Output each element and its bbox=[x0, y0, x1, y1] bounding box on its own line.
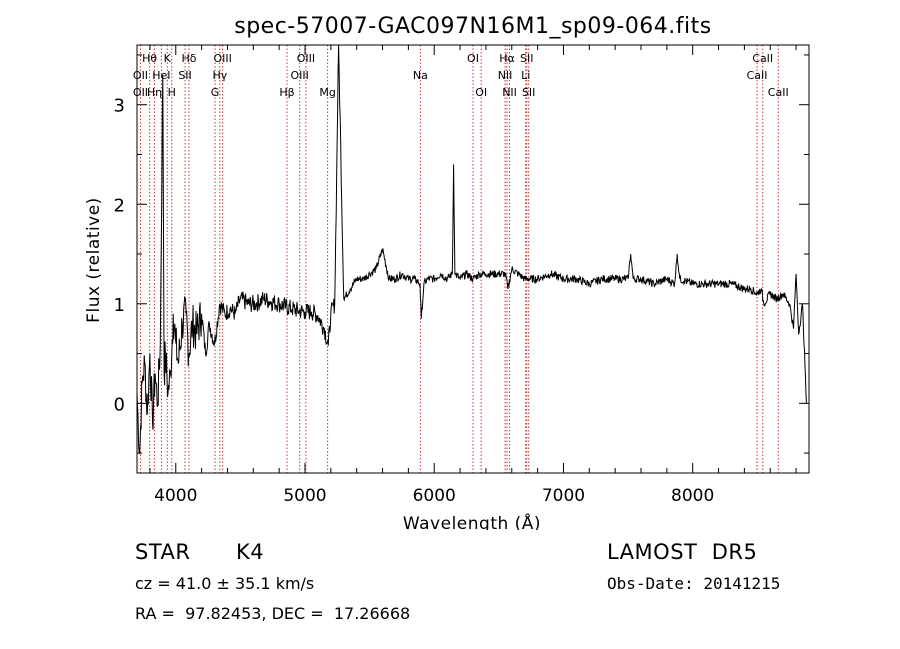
x-tick-label: 7000 bbox=[542, 486, 585, 506]
plot-frame bbox=[136, 44, 810, 474]
coordinates: RA = 97.82453, DEC = 17.26668 bbox=[135, 604, 411, 623]
observation-date: Obs-Date: 20141215 bbox=[607, 574, 781, 593]
line-label: Na bbox=[413, 69, 428, 82]
line-label: CaII bbox=[752, 52, 773, 65]
line-label: OIII bbox=[291, 69, 309, 82]
line-label: Hθ bbox=[142, 52, 157, 65]
line-label: NII bbox=[498, 69, 513, 82]
line-label: Hγ bbox=[212, 69, 227, 82]
spectral-line-markers bbox=[139, 45, 779, 473]
line-label: OI bbox=[475, 86, 487, 99]
x-tick-label: 5000 bbox=[283, 486, 326, 506]
line-label: SII bbox=[178, 69, 191, 82]
survey-name: LAMOST DR5 bbox=[607, 540, 758, 564]
line-label: Mg bbox=[319, 86, 335, 99]
y-tick-label: 3 bbox=[114, 96, 125, 117]
y-axis-label: Flux (relative) bbox=[84, 197, 104, 323]
object-subclass: K4 bbox=[236, 540, 265, 564]
object-class: STAR bbox=[135, 540, 191, 564]
line-label: NII bbox=[502, 86, 517, 99]
y-tick-label: 0 bbox=[114, 394, 125, 415]
spectrum-chart: spec-57007-GAC097N16M1_sp09-064.fits Hθ O… bbox=[84, 14, 810, 530]
line-label: OII bbox=[133, 86, 148, 99]
y-axis: 0 1 2 3 bbox=[114, 54, 809, 454]
line-label: Hα bbox=[499, 52, 515, 65]
line-label: K bbox=[164, 52, 172, 65]
y-tick-label: 2 bbox=[114, 195, 125, 216]
redshift-value: cz = 41.0 ± 35.1 km/s bbox=[135, 574, 315, 593]
x-axis: 4000 5000 6000 7000 8000 bbox=[149, 45, 797, 506]
line-label: OII bbox=[133, 69, 148, 82]
spectrum-line bbox=[136, 44, 807, 455]
x-tick-label: 6000 bbox=[413, 486, 456, 506]
line-label: G bbox=[211, 86, 220, 99]
line-label: Hη bbox=[147, 86, 162, 99]
x-tick-label: 4000 bbox=[154, 486, 197, 506]
line-label: SII bbox=[522, 86, 535, 99]
line-label: HeI bbox=[152, 69, 170, 82]
line-label: SII bbox=[520, 52, 533, 65]
line-label: H bbox=[168, 86, 176, 99]
line-label: CaII bbox=[747, 69, 768, 82]
line-label: OI bbox=[467, 52, 479, 65]
x-tick-label: 8000 bbox=[671, 486, 714, 506]
line-label: OIII bbox=[297, 52, 315, 65]
line-label: CaII bbox=[768, 86, 789, 99]
chart-title: spec-57007-GAC097N16M1_sp09-064.fits bbox=[234, 14, 712, 39]
x-axis-label: Wavelength (Å) bbox=[403, 512, 541, 530]
line-label: Hδ bbox=[181, 52, 196, 65]
line-label: Hβ bbox=[279, 86, 294, 99]
line-label: Li bbox=[521, 69, 530, 82]
y-tick-label: 1 bbox=[114, 295, 125, 316]
line-label: OIII bbox=[213, 52, 231, 65]
